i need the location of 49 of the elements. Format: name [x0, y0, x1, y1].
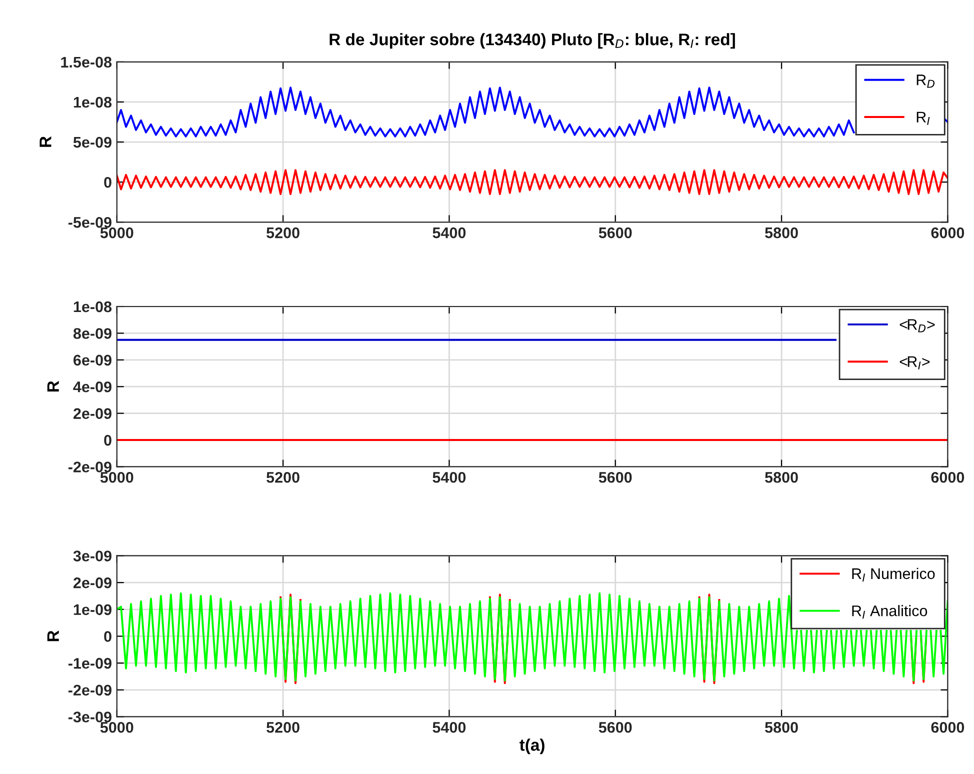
y-tick-label: -2e-09: [68, 462, 112, 472]
y-tick-label: -2e-09: [68, 684, 112, 696]
x-tick-label: 5000: [100, 722, 134, 733]
x-tick-label: 6000: [931, 227, 964, 238]
x-tick-label: 5200: [266, 722, 300, 733]
x-tick-label: 5000: [100, 472, 134, 483]
x-tick-label: 5000: [100, 227, 134, 238]
y-tick-label: 2e-09: [73, 577, 112, 588]
y-tick-label: 8e-09: [73, 328, 112, 339]
y-tick-label: 1.5e-08: [61, 56, 112, 68]
x-tick-label: 5800: [765, 722, 798, 733]
x-tick-label: 5200: [266, 472, 300, 483]
y-tick-label: 0: [104, 434, 112, 446]
y-tick-label: 6e-09: [74, 354, 112, 366]
y-tick-label: 0: [104, 631, 112, 642]
y-tick-label: 3e-09: [73, 550, 112, 562]
x-tick-label: 5600: [598, 472, 632, 483]
y-tick-label: -5e-09: [68, 217, 112, 228]
y-tick-label: 4e-09: [73, 381, 112, 392]
legend-label: R$_{I}$: [916, 112, 930, 125]
legend-label: R$_{D}$: [916, 74, 935, 88]
legend-label: R$_{I}$ Analitico: [852, 605, 928, 619]
y-tick-label: 1e-09: [74, 604, 112, 616]
y-tick-label: 0: [104, 176, 112, 188]
line-series: [116, 169, 948, 196]
x-tick-label: 5400: [432, 472, 466, 483]
y-axis-title: R: [40, 136, 52, 147]
legend-label: <R$_{I}$>: [900, 356, 930, 370]
x-tick-label: 5400: [432, 227, 466, 238]
y-tick-label: 2e-09: [73, 408, 112, 419]
y-tick-label: 1e-08: [74, 96, 112, 108]
chart-title: R de Jupiter sobre (134340) Pluto [R$_{D}$: blue, R$_{I}$: red]: [330, 33, 735, 49]
x-tick-label: 5600: [598, 722, 632, 733]
y-tick-label: -1e-09: [68, 658, 112, 669]
y-tick-label: 1e-08: [74, 301, 112, 312]
legend-label: <R$_{D}$>: [900, 319, 935, 332]
x-tick-label: 6000: [931, 722, 964, 733]
x-axis-title: t(a): [520, 738, 544, 754]
x-tick-label: 5200: [266, 227, 300, 238]
y-tick-label: 5e-09: [73, 136, 112, 148]
x-tick-label: 5400: [432, 722, 466, 733]
x-tick-label: 5800: [765, 227, 798, 238]
x-tick-label: 5800: [765, 472, 798, 483]
x-tick-label: 5600: [598, 227, 632, 238]
y-tick-label: -3e-09: [68, 712, 112, 722]
y-axis-title: R: [47, 630, 59, 642]
legend-label: R$_{I}$ Numerico: [852, 568, 935, 582]
y-axis-title: R: [47, 380, 59, 392]
x-tick-label: 6000: [931, 472, 964, 483]
